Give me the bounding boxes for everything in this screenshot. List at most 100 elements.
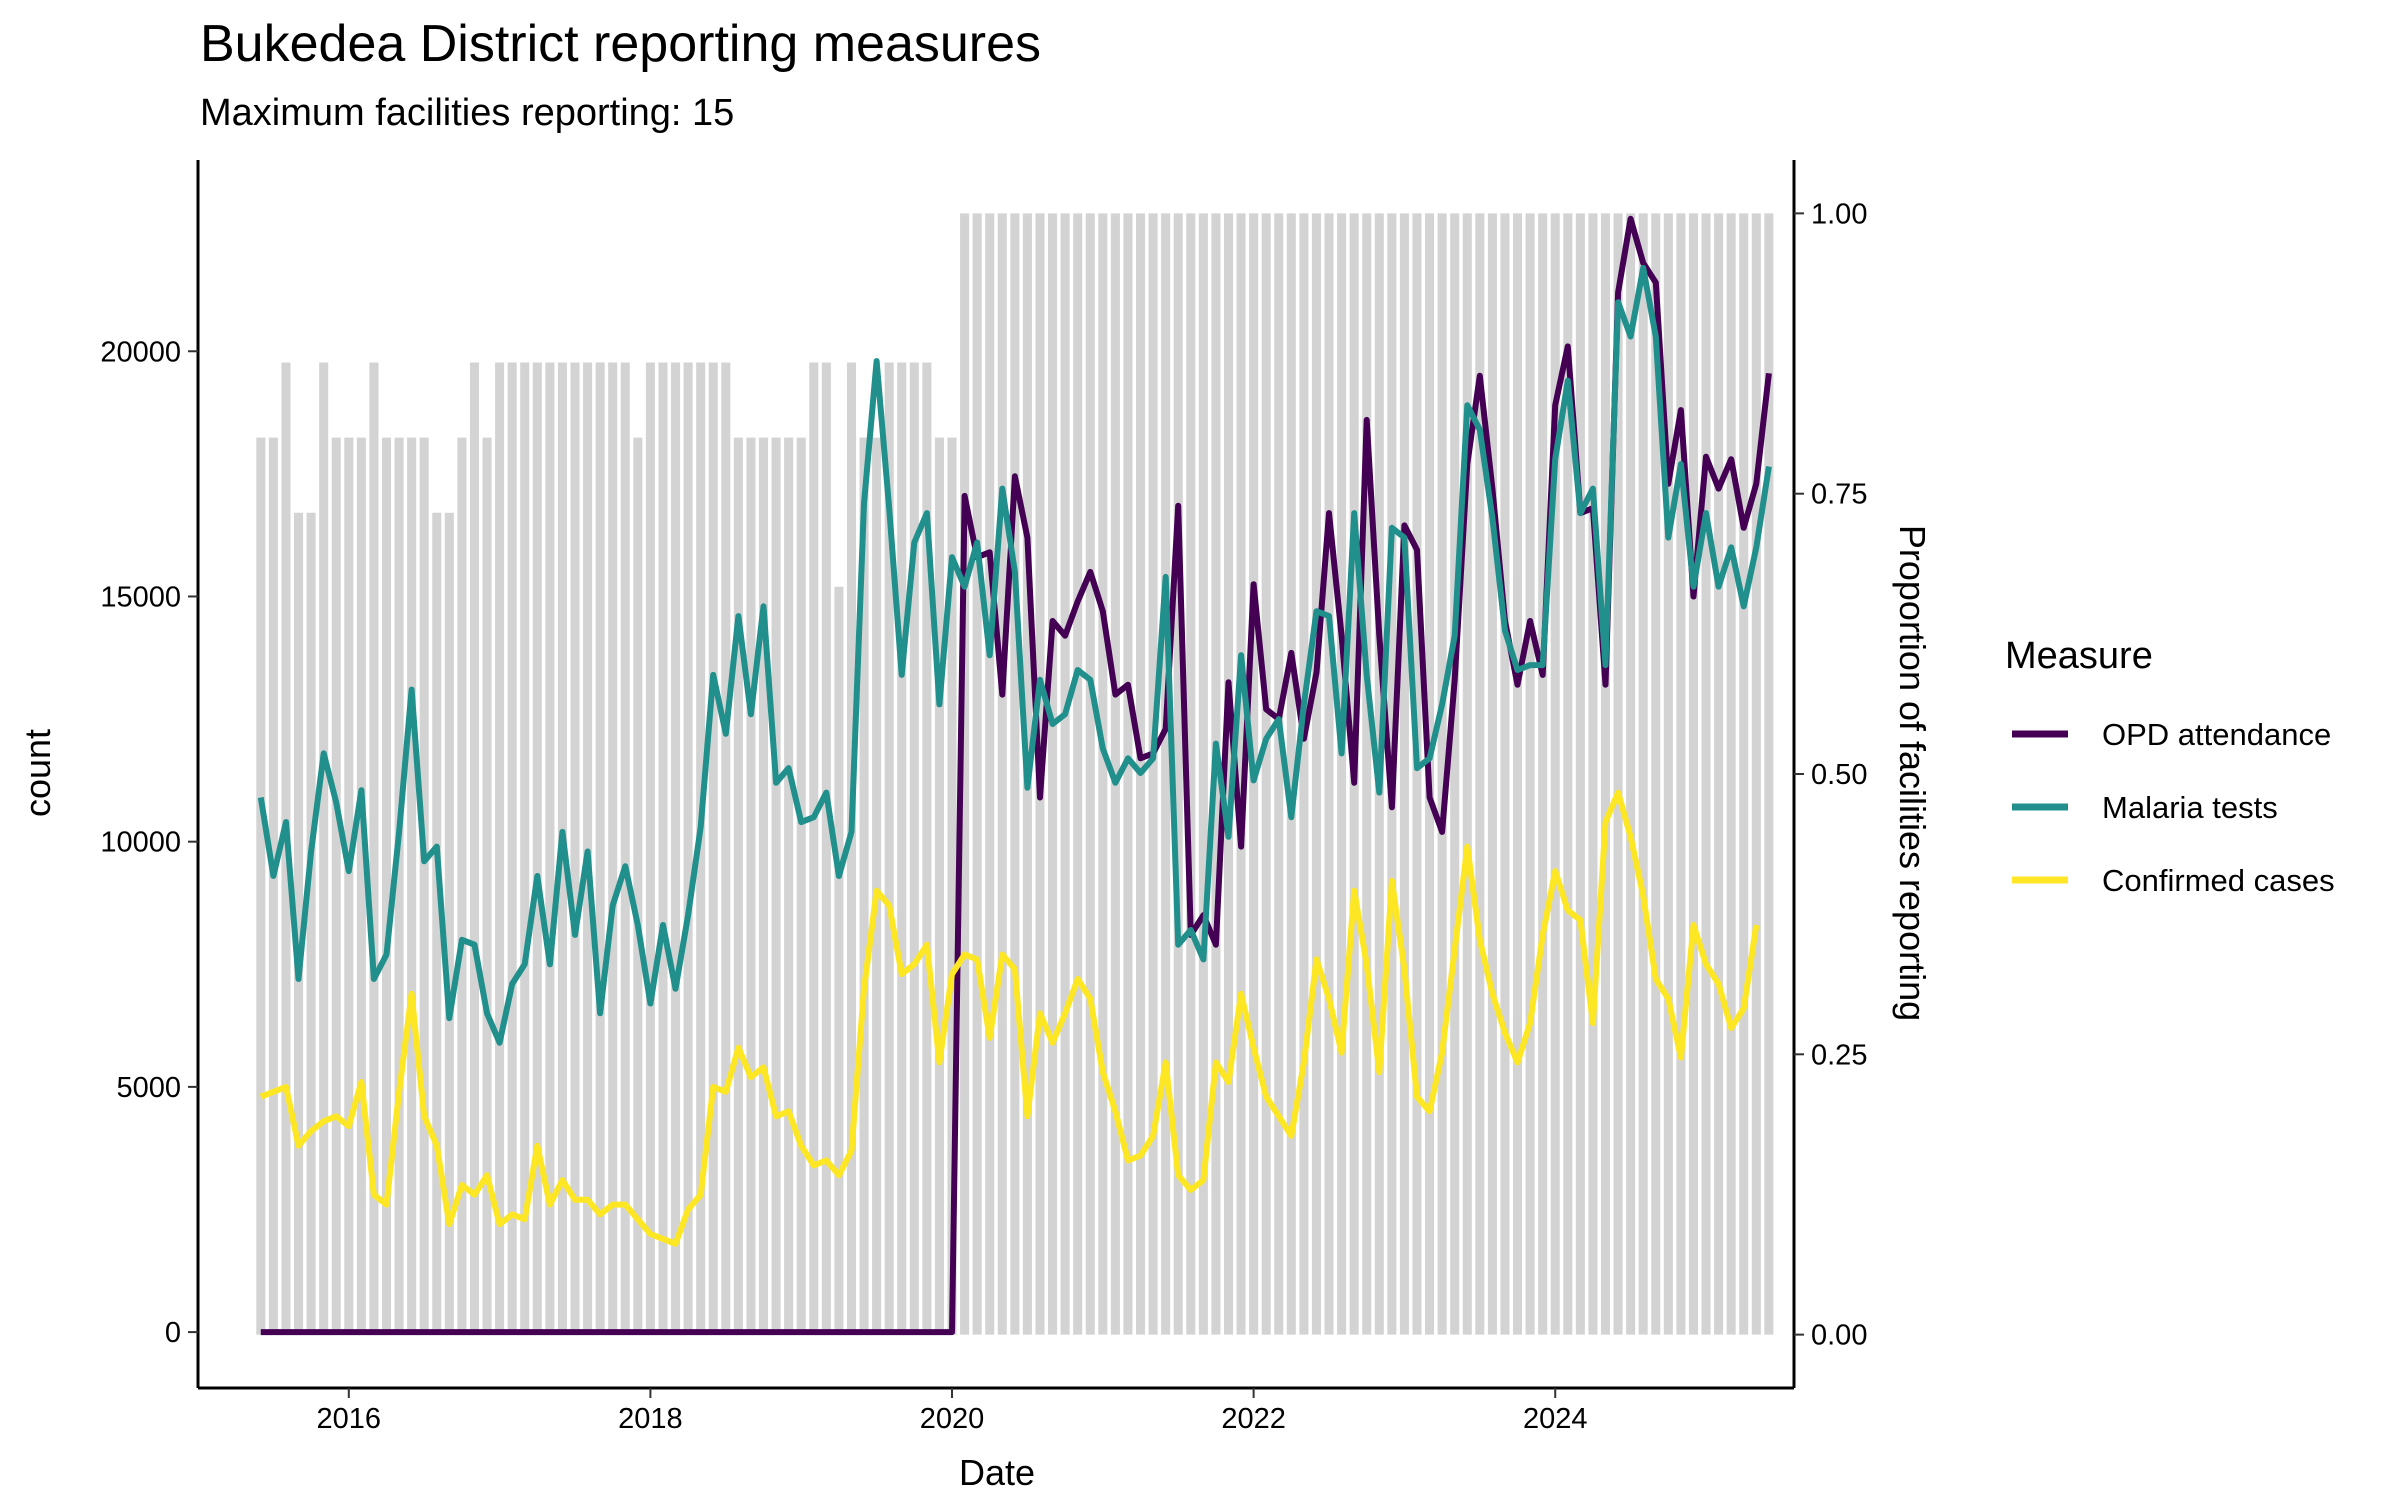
x-tick-label: 2020 <box>920 1403 985 1435</box>
reporting-bar <box>1726 213 1736 1335</box>
reporting-bar <box>444 512 454 1335</box>
reporting-bar <box>1575 213 1585 1335</box>
reporting-bar <box>1324 213 1334 1335</box>
reporting-bar <box>1550 213 1560 1335</box>
y2-tick-label: 0.00 <box>1811 1320 1867 1352</box>
reporting-bar <box>784 437 794 1335</box>
reporting-bar <box>1085 213 1095 1335</box>
reporting-bar <box>256 437 266 1335</box>
y2-axis-title: Proportion of facilities reporting <box>1892 525 1933 1021</box>
y2-tick-label: 0.25 <box>1811 1039 1867 1071</box>
reporting-bars <box>256 213 1774 1335</box>
x-axis-title: Date <box>959 1452 1035 1493</box>
reporting-bar <box>369 362 379 1335</box>
reporting-bar <box>1110 213 1120 1335</box>
reporting-bar <box>1437 213 1447 1335</box>
reporting-bar <box>469 362 479 1335</box>
chart-title: Bukedea District reporting measures <box>200 15 1042 73</box>
reporting-bar <box>1764 213 1774 1335</box>
reporting-bar <box>1223 213 1234 1335</box>
reporting-bar <box>1663 213 1673 1335</box>
x-tick-label: 2024 <box>1523 1403 1588 1435</box>
reporting-bar <box>821 362 831 1335</box>
y-axis-title: count <box>17 729 58 817</box>
reporting-bar <box>1286 213 1296 1335</box>
reporting-bar <box>407 437 417 1335</box>
reporting-bar <box>872 437 882 1335</box>
reporting-bar <box>608 362 618 1335</box>
y-tick-label: 0 <box>165 1317 181 1349</box>
x-tick-label: 2016 <box>317 1403 382 1435</box>
reporting-bar <box>1525 213 1535 1335</box>
reporting-bar <box>859 437 869 1335</box>
reporting-bar <box>1274 213 1284 1335</box>
reporting-bar <box>1676 213 1686 1335</box>
reporting-bar <box>532 362 542 1335</box>
reporting-bar <box>1173 213 1183 1335</box>
reporting-bar <box>771 437 781 1335</box>
reporting-bar <box>683 362 693 1335</box>
reporting-bar <box>482 437 492 1335</box>
axes: 0 5000 10000 15000 20000 0.00 0.25 0.50 0.75 1.00… <box>100 160 1867 1435</box>
reporting-bar <box>1060 213 1070 1335</box>
legend-title: Measure <box>2005 635 2153 677</box>
y-tick-label: 10000 <box>100 827 181 859</box>
y2-tick-label: 0.50 <box>1811 759 1867 791</box>
reporting-bar <box>1714 213 1724 1335</box>
reporting-bar <box>507 362 517 1335</box>
y-tick-label: 20000 <box>100 336 181 368</box>
reporting-bar <box>1462 213 1472 1335</box>
reporting-bar <box>1487 213 1497 1335</box>
reporting-bar <box>394 437 404 1335</box>
reporting-bar <box>432 512 442 1335</box>
malaria-tests-line <box>257 264 1772 1046</box>
opd-attendance-line <box>260 215 1772 1336</box>
reporting-bar <box>985 213 995 1335</box>
reporting-bar <box>733 437 743 1335</box>
reporting-bar <box>1651 213 1661 1335</box>
reporting-bar <box>972 213 982 1335</box>
reporting-bar <box>1098 213 1108 1335</box>
reporting-bar <box>268 437 278 1335</box>
reporting-bar <box>1073 213 1083 1335</box>
reporting-bar <box>696 362 706 1335</box>
legend: Measure OPD attendance Malaria tests Confi… <box>2005 635 2335 898</box>
reporting-bar <box>1638 213 1648 1335</box>
reporting-bar <box>1688 213 1698 1335</box>
legend-label: OPD attendance <box>2102 717 2331 752</box>
reporting-bar <box>1588 213 1598 1335</box>
reporting-bar <box>344 437 354 1335</box>
reporting-bar <box>457 437 467 1335</box>
reporting-bar <box>1538 213 1548 1335</box>
reporting-bar <box>381 437 392 1335</box>
reporting-bar <box>1123 213 1133 1335</box>
reporting-bar <box>1500 213 1510 1335</box>
reporting-bar <box>1450 213 1460 1335</box>
reporting-bar <box>595 362 605 1335</box>
reporting-bar <box>846 362 857 1335</box>
reporting-bar <box>1311 213 1321 1335</box>
reporting-bar <box>909 362 919 1335</box>
reporting-bar <box>520 362 530 1335</box>
reporting-bar <box>746 437 756 1335</box>
confirmed-cases-line <box>259 789 1760 1247</box>
reporting-bar <box>495 362 505 1335</box>
reporting-bar <box>570 362 580 1335</box>
reporting-bar <box>1613 213 1623 1335</box>
reporting-bar <box>419 437 429 1335</box>
reporting-bar <box>1161 213 1171 1335</box>
reporting-bar <box>922 362 932 1335</box>
reporting-bar <box>721 362 731 1335</box>
reporting-bar <box>1236 213 1246 1335</box>
reporting-bar <box>884 362 894 1335</box>
y2-tick-label: 0.75 <box>1811 479 1867 511</box>
reporting-bar <box>1739 213 1749 1335</box>
reporting-bar <box>897 362 907 1335</box>
reporting-bar <box>758 437 769 1335</box>
reporting-bar <box>1563 213 1573 1335</box>
reporting-bar <box>1261 213 1271 1335</box>
reporting-bar <box>633 437 643 1335</box>
reporting-bar <box>1751 213 1761 1335</box>
reporting-bar <box>1626 213 1636 1335</box>
